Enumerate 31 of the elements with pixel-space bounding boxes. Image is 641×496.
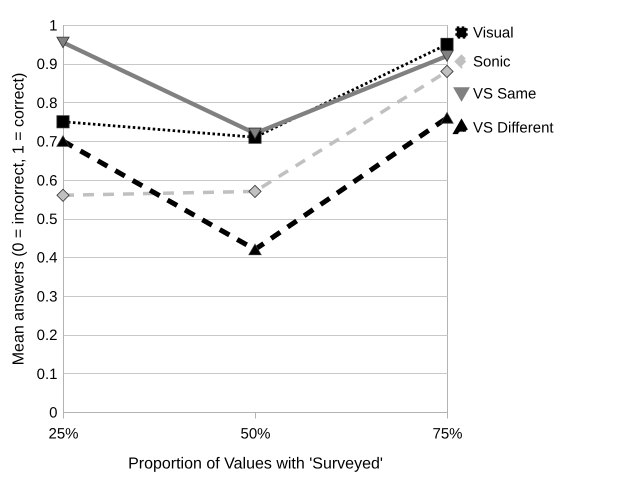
x-tick-label: 50% [240,426,271,442]
point [440,50,454,62]
y-tick-label: 0.7 [36,134,58,151]
y-tick-label: 0.4 [36,250,58,267]
legend-label: VS Different [473,120,554,136]
y-tick-label: 0.1 [36,366,58,383]
y-axis-title: Mean answers (0 = incorrect, 1 = correct) [10,72,28,366]
point [56,115,70,128]
y-tick-label: 0.9 [36,56,58,74]
point [56,36,70,48]
y-tick-label: 0.8 [36,94,58,112]
point [440,112,454,124]
point [440,38,454,51]
y-tick-label: 0.2 [36,327,58,344]
y-tick-label: 0.5 [36,211,58,228]
legend-label: Sonic [473,54,512,70]
y-tick-label: 0.3 [36,288,58,306]
legend-label: VS Same [473,86,536,102]
point [56,135,70,147]
y-tick-label: 0 [49,404,58,422]
y-tick-label: 0.6 [36,172,58,190]
point [248,244,262,256]
y-tick-label: 1 [49,18,58,34]
x-tick-label: 75% [432,426,463,442]
x-tick-label: 25% [48,426,79,442]
point [248,128,262,140]
point [248,184,262,198]
point [440,64,454,78]
legend-label: Visual [473,24,514,42]
point [56,188,70,202]
x-axis-title: Proportion of Values with 'Surveyed' [128,456,383,472]
